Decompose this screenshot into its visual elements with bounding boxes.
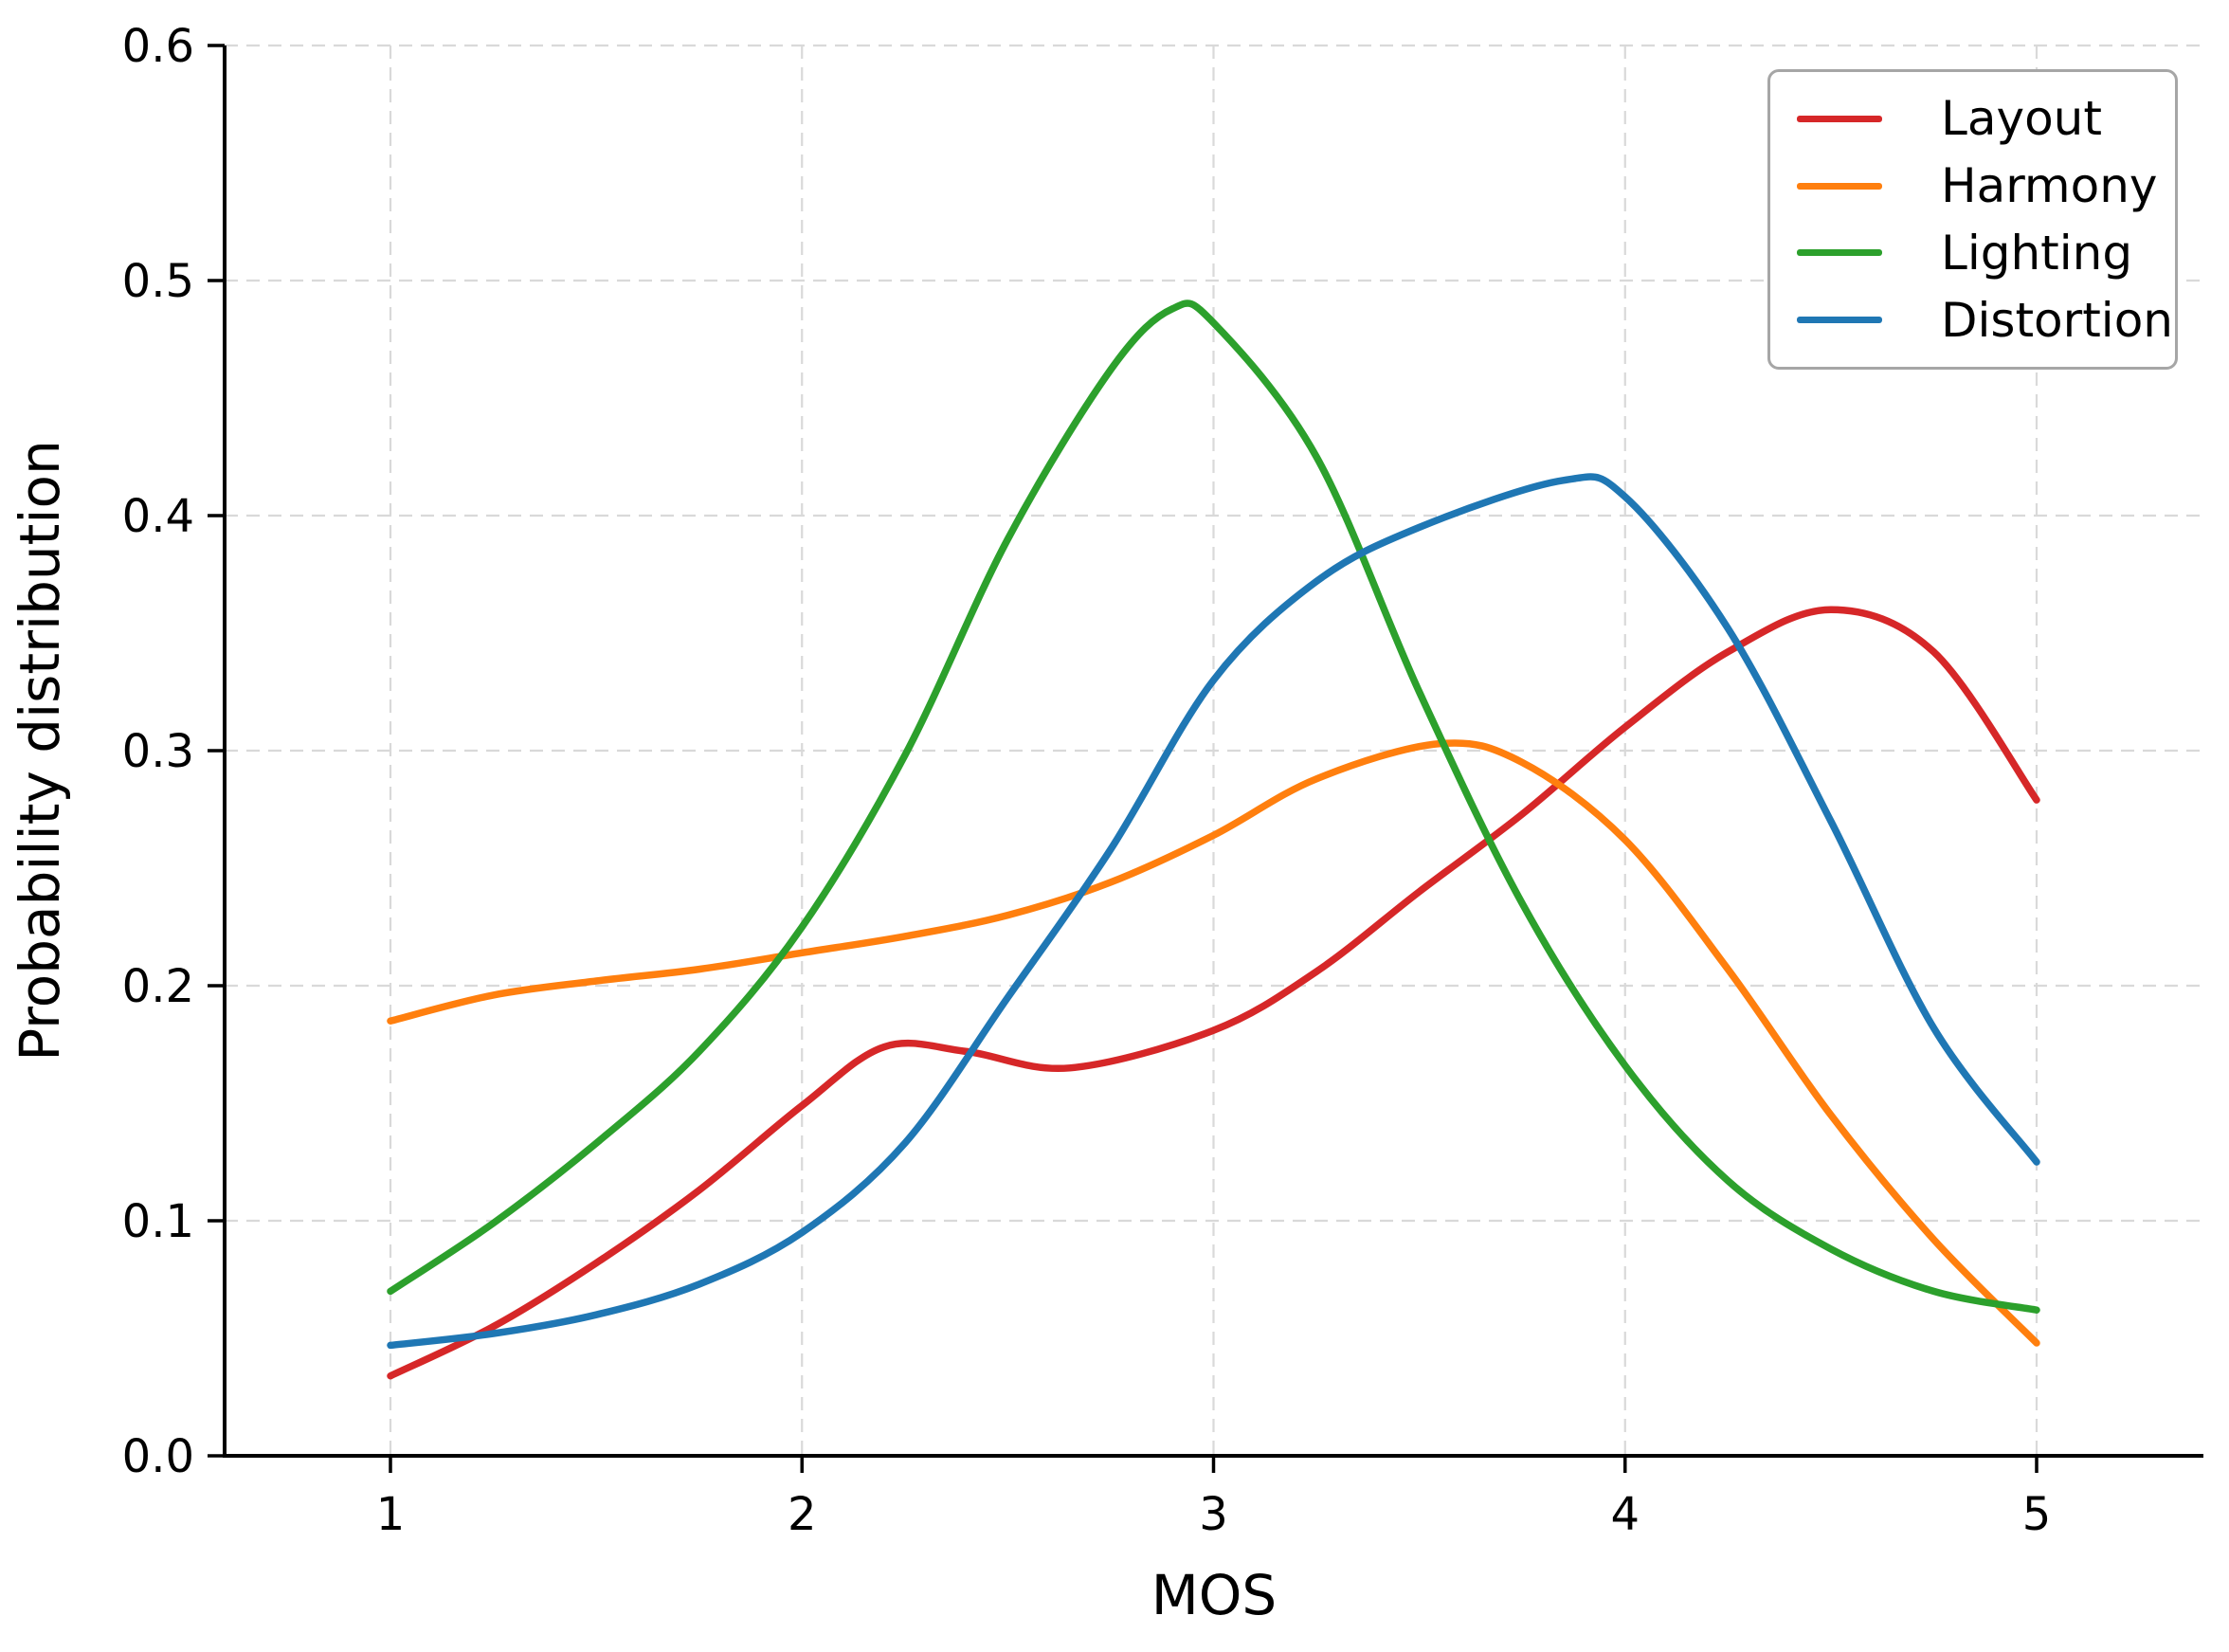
legend-item-harmony: Harmony — [1780, 156, 2166, 215]
legend-label: Distortion — [1941, 292, 2173, 348]
legend-label: Lighting — [1941, 225, 2133, 281]
x-tick-label: 4 — [1610, 1488, 1640, 1541]
legend-item-distortion: Distortion — [1780, 291, 2173, 350]
y-tick-label: 0.0 — [122, 1430, 194, 1483]
legend-label: Layout — [1941, 91, 2102, 147]
lighting-line — [387, 300, 2040, 1314]
legend-item-layout: Layout — [1780, 89, 2166, 148]
y-tick-label: 0.2 — [122, 960, 194, 1013]
series-curves — [387, 300, 2040, 1380]
distortion-line — [387, 473, 2040, 1350]
y-tick-label: 0.6 — [122, 20, 194, 73]
distortion-line-swatch-icon — [1797, 317, 1882, 324]
x-tick-label: 2 — [788, 1488, 817, 1541]
legend-item-lighting: Lighting — [1780, 224, 2166, 282]
tick-labels: 1 2 3 4 5 0.0 0.1 0.2 0.3 0.4 0.5 0.6 — [122, 20, 2052, 1541]
layout-line-swatch-icon — [1797, 115, 1882, 122]
x-tick-label: 3 — [1199, 1488, 1228, 1541]
axes-spines-and-ticks — [208, 44, 2203, 1473]
layout-line — [387, 606, 2040, 1380]
y-axis-label: Probability distribution — [8, 440, 72, 1062]
legend-label: Harmony — [1941, 158, 2158, 214]
y-tick-label: 0.3 — [122, 725, 194, 778]
harmony-line-swatch-icon — [1797, 182, 1882, 190]
x-tick-label: 5 — [2022, 1488, 2052, 1541]
x-tick-label: 1 — [376, 1488, 406, 1541]
x-axis-label: MOS — [1151, 1563, 1278, 1627]
y-tick-label: 0.5 — [122, 255, 194, 308]
harmony-line — [387, 739, 2040, 1347]
y-tick-label: 0.1 — [122, 1195, 194, 1248]
lighting-line-swatch-icon — [1797, 249, 1882, 257]
legend: Layout Harmony Lighting Distortion — [1767, 69, 2178, 370]
y-tick-label: 0.4 — [122, 490, 194, 543]
